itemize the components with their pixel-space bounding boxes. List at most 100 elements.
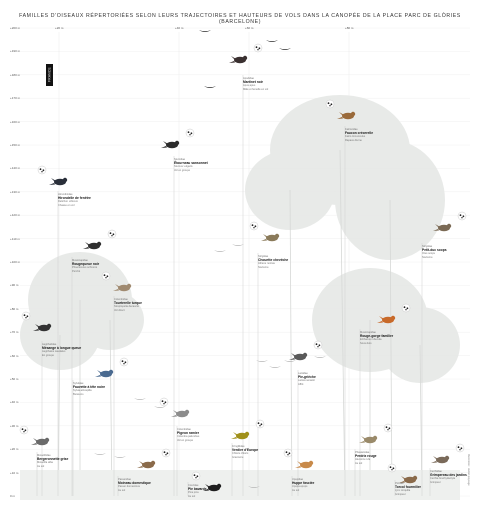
bird-label-torcol: Picidae Torcol fourmilier Jynx torquilla Gr… <box>395 482 421 496</box>
bird-note: Grimpeur <box>395 492 406 496</box>
bird-label-huppe: Upupidae Huppe fasciée Upupa epops Au sol <box>292 478 314 492</box>
trajectory-icon <box>19 425 29 435</box>
altitude-tick-label: +190 m <box>10 49 21 54</box>
bird-family: Hirundinidae <box>58 193 73 196</box>
altitude-tick-label: +10 m <box>10 470 19 475</box>
trajectory-icons <box>19 43 467 481</box>
bird-family: Falconidae <box>345 128 358 131</box>
credit-text: Illustration : atelier paysage <box>467 454 470 486</box>
trajectory-icon <box>325 99 335 109</box>
bird-label-hibou: Strigidae Petit-duc scops Otus scops Noctur… <box>422 245 447 259</box>
trajectory-icon <box>185 128 195 138</box>
bird-note: Au sol <box>118 488 126 492</box>
bird-label-verdier: Fringillidae Verdier d'Europe Chloris chlo… <box>232 445 258 459</box>
altitude-tick-label: +80 m <box>10 306 19 311</box>
bird-family: Picidae <box>395 482 404 485</box>
bird-label-chouette: Strigidae Chouette chevêche Athene noctua N… <box>258 255 288 269</box>
bird-family: Strigidae <box>258 255 269 258</box>
bird-note: Granivore <box>232 455 244 459</box>
bird-name: Pigeon ramier <box>177 430 199 435</box>
altitude-tick-label: +40 m <box>10 400 19 405</box>
top-scale-label: +60 m <box>245 26 254 30</box>
bird-family: Columbidae <box>177 428 191 431</box>
bird-latin-name: Erithacus rubecula <box>360 338 382 342</box>
bird-moineau <box>137 460 156 469</box>
trajectory-icon <box>107 229 117 239</box>
bird-note: Au sol <box>188 494 196 498</box>
bird-note: En groupe <box>42 353 54 357</box>
bird-name: Torcol fourmilier <box>395 484 421 489</box>
bird-family: Muscicapidae <box>360 331 376 334</box>
bird-label-pigeon: Columbidae Pigeon ramier Columba palumbus V… <box>177 428 199 442</box>
trajectory-icon <box>387 463 397 473</box>
altitude-tick-label: +90 m <box>10 283 19 288</box>
bird-latin-name: Jynx torquilla <box>395 489 411 493</box>
trajectory-icon <box>101 271 111 281</box>
bird-name: Huppe fasciée <box>292 480 315 485</box>
trajectory-icon <box>313 340 323 350</box>
bird-name: Mésange à longue queue <box>42 345 82 350</box>
bird-label-tourterelle: Columbidae Tourterelle turque Streptopelia… <box>114 298 142 312</box>
bird-label-faucon: Falconidae Faucon crécerelle Falco tinnunc… <box>345 128 373 142</box>
altitude-tick-label: 0 m <box>10 494 16 498</box>
flying-bird-mark <box>114 456 126 458</box>
bird-name: Faucon crécerelle <box>345 130 374 135</box>
altitude-tick-label: +70 m <box>10 330 19 335</box>
bird-family: Upupidae <box>292 478 304 481</box>
bird-hibou <box>433 223 452 232</box>
bird-tourterelle <box>113 283 132 292</box>
bird-name: Tourterelle turque <box>114 300 142 305</box>
flying-bird-mark <box>266 40 278 42</box>
bird-rouge-gorge <box>377 315 396 324</box>
top-scale-label: +80 m <box>345 26 354 30</box>
bird-latin-name: Phoenicurus ochruros <box>72 266 98 270</box>
bird-latin-name: Apus apus <box>243 84 256 88</box>
top-scale-label: +40 m <box>175 26 184 30</box>
altitude-tick-label: +140 m <box>10 166 21 171</box>
bird-torcol <box>399 475 418 484</box>
bird-label-rouge-queue: Muscicapidae Rougequeue noir Phoenicurus o… <box>72 259 99 273</box>
bird-name: Pie bavarde <box>188 486 207 491</box>
bird-name: Chouette chevêche <box>258 257 289 262</box>
bird-label-rouge-gorge: Muscicapidae Rouge-gorge familier Erithacu… <box>360 331 393 345</box>
bird-note: Vol direct <box>114 308 125 312</box>
bird-label-choucas: Laniidae Pie-grièche Lanius senator Affût <box>298 372 316 386</box>
bird-family: Fringillidae <box>232 445 245 448</box>
bird-martinet <box>229 55 248 64</box>
bird-latin-name: Athene noctua <box>258 262 275 266</box>
bird-name: Moineau domestique <box>118 480 151 485</box>
trajectory-icon <box>253 43 263 53</box>
bird-latin-name: Alectoris rufa <box>355 458 371 462</box>
bird-family: Strigidae <box>422 245 433 248</box>
trajectory-icon <box>249 221 259 231</box>
bird-latin-name: Lanius senator <box>298 379 316 383</box>
trajectory-icon <box>255 419 265 429</box>
bird-note: Rapace diurne <box>345 138 362 142</box>
bird-name: Martinet noir <box>243 79 263 84</box>
bird-label-moineau: Passeridae Moineau domestique Passer domes… <box>118 478 151 492</box>
bird-note: Chasse en vol <box>58 203 75 207</box>
flying-bird-mark <box>232 244 244 246</box>
altitude-tick-label: +170 m <box>10 96 21 101</box>
bird-note: Affût <box>298 382 304 386</box>
bird-family: Apodidae <box>243 77 254 80</box>
trajectory-icon <box>383 423 393 433</box>
bird-pigeon <box>171 409 190 418</box>
bird-latin-name: Pica pica <box>188 491 199 495</box>
altitude-tick-label: +100 m <box>10 260 21 264</box>
bird-family: Laniidae <box>298 372 308 375</box>
bird-faucon <box>337 111 356 120</box>
flying-bird-mark <box>269 366 281 368</box>
bird-latin-name: Otus scops <box>422 252 435 256</box>
bird-latin-name: Sturnus vulgaris <box>174 165 193 169</box>
bird-family: Columbidae <box>114 298 128 301</box>
bird-name: Rouge-gorge familier <box>360 333 394 338</box>
bird-family: Motacillidae <box>37 454 51 457</box>
bird-chouette <box>261 233 280 242</box>
bird-family: Corvidae <box>188 484 199 487</box>
bird-verdier <box>231 431 250 440</box>
diagram-title: FAMILLES D'OISEAUX RÉPERTORIÉES SELON LE… <box>19 13 461 25</box>
flying-bird-mark <box>248 486 260 488</box>
bird-family: Phasianidae <box>355 451 370 454</box>
altitude-tick-label: +200 m <box>10 26 21 30</box>
